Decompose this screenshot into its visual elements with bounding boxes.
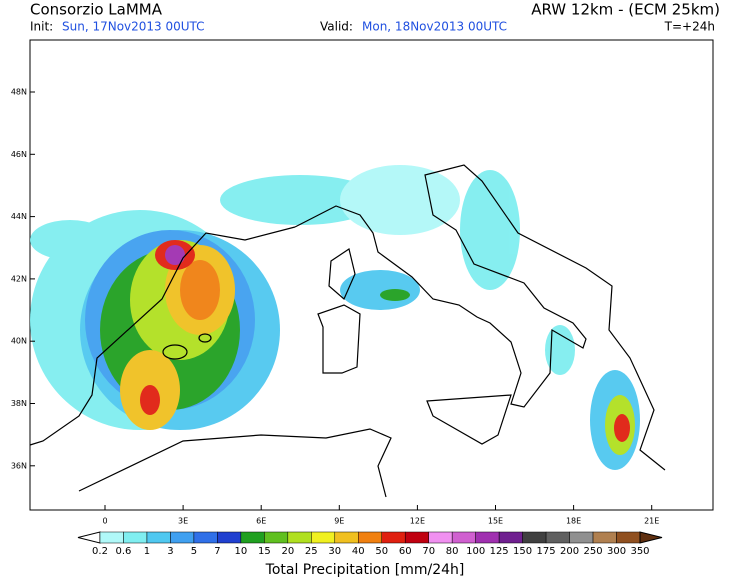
colorbar-label: 20 bbox=[281, 546, 294, 557]
colorbar-label: 50 bbox=[375, 546, 388, 557]
colorbar-label: 70 bbox=[422, 546, 435, 557]
colorbar-box bbox=[569, 531, 594, 544]
lat-label: 42N bbox=[11, 274, 27, 283]
colorbar-label: 125 bbox=[490, 546, 509, 557]
valid: Mon, 18Nov2013 00UTC bbox=[362, 20, 507, 34]
colorbar-arrow bbox=[77, 531, 101, 544]
colorbar-label: 175 bbox=[537, 546, 556, 557]
colorbar-label: 250 bbox=[583, 546, 602, 557]
colorbar-label: 7 bbox=[214, 546, 220, 557]
colorbar-box bbox=[99, 531, 124, 544]
lat-label: 44N bbox=[11, 212, 27, 221]
colorbar-label: 5 bbox=[191, 546, 197, 557]
lon-label: 12E bbox=[410, 517, 425, 526]
lat-label: 46N bbox=[11, 150, 27, 159]
colorbar-box bbox=[287, 531, 312, 544]
lon-label: 6E bbox=[256, 517, 266, 526]
colorbar-box bbox=[217, 531, 242, 544]
colorbar-box bbox=[123, 531, 148, 544]
colorbar-label: 100 bbox=[466, 546, 485, 557]
lon-label: 0 bbox=[102, 517, 107, 526]
colorbar-box bbox=[334, 531, 359, 544]
colorbar-arrow bbox=[639, 531, 663, 544]
colorbar-label: 0.2 bbox=[92, 546, 108, 557]
colorbar-label: 15 bbox=[258, 546, 271, 557]
colorbar-box bbox=[475, 531, 500, 544]
colorbar-box bbox=[170, 531, 195, 544]
colorbar-label: 150 bbox=[513, 546, 532, 557]
colorbar-label: 25 bbox=[305, 546, 318, 557]
lon-label: 9E bbox=[334, 517, 344, 526]
lat-label: 40N bbox=[11, 337, 27, 346]
colorbar-box bbox=[146, 531, 171, 544]
map: 48N 46N 44N 42N 40N 38N 36N 0 3E 6E 9E 12E 15E 18E 21E bbox=[11, 39, 714, 526]
colorbar-box bbox=[545, 531, 570, 544]
colorbar-label: 0.6 bbox=[116, 546, 132, 557]
lon-label: 3E bbox=[178, 517, 188, 526]
lon-label: 21E bbox=[644, 517, 659, 526]
colorbar-label: 30 bbox=[328, 546, 341, 557]
legend-title: Total Precipitation [mm/24h] bbox=[265, 562, 465, 578]
colorbar-box bbox=[404, 531, 429, 544]
model: ARW 12km - (ECM 25km) bbox=[531, 1, 720, 19]
lat-label: 48N bbox=[11, 88, 27, 97]
colorbar-label: 350 bbox=[630, 546, 649, 557]
colorbar: 0.2 0.6 1 3 5 7 10 15 20 25 30 40 50 60 70 80 100 125 150 1… bbox=[77, 531, 663, 557]
lon-label: 15E bbox=[488, 517, 503, 526]
lat-label: 36N bbox=[11, 461, 27, 470]
precipitation bbox=[30, 165, 640, 470]
colorbar-box bbox=[522, 531, 547, 544]
init: Sun, 17Nov2013 00UTC bbox=[62, 20, 205, 34]
coastlines bbox=[29, 164, 666, 498]
colorbar-box bbox=[264, 531, 289, 544]
colorbar-box bbox=[498, 531, 523, 544]
colorbar-label: 3 bbox=[167, 546, 173, 557]
lead: T=+24h bbox=[664, 20, 715, 34]
colorbar-box bbox=[592, 531, 617, 544]
init-label: Init: bbox=[30, 20, 53, 34]
colorbar-label: 200 bbox=[560, 546, 579, 557]
lat-label: 38N bbox=[11, 399, 27, 408]
colorbar-box bbox=[381, 531, 406, 544]
colorbar-label: 80 bbox=[446, 546, 459, 557]
colorbar-label: 10 bbox=[235, 546, 248, 557]
title: Consorzio LaMMA bbox=[30, 1, 163, 19]
colorbar-label: 60 bbox=[399, 546, 412, 557]
colorbar-box bbox=[616, 531, 641, 544]
colorbar-box bbox=[358, 531, 382, 544]
valid-label: Valid: bbox=[320, 20, 353, 34]
colorbar-label: 40 bbox=[352, 546, 365, 557]
colorbar-label: 1 bbox=[144, 546, 150, 557]
colorbar-box bbox=[311, 531, 336, 544]
lon-label: 18E bbox=[566, 517, 581, 526]
colorbar-box bbox=[451, 531, 476, 544]
colorbar-box bbox=[193, 531, 218, 544]
colorbar-box bbox=[428, 531, 453, 544]
colorbar-box bbox=[240, 531, 265, 544]
colorbar-label: 300 bbox=[607, 546, 626, 557]
